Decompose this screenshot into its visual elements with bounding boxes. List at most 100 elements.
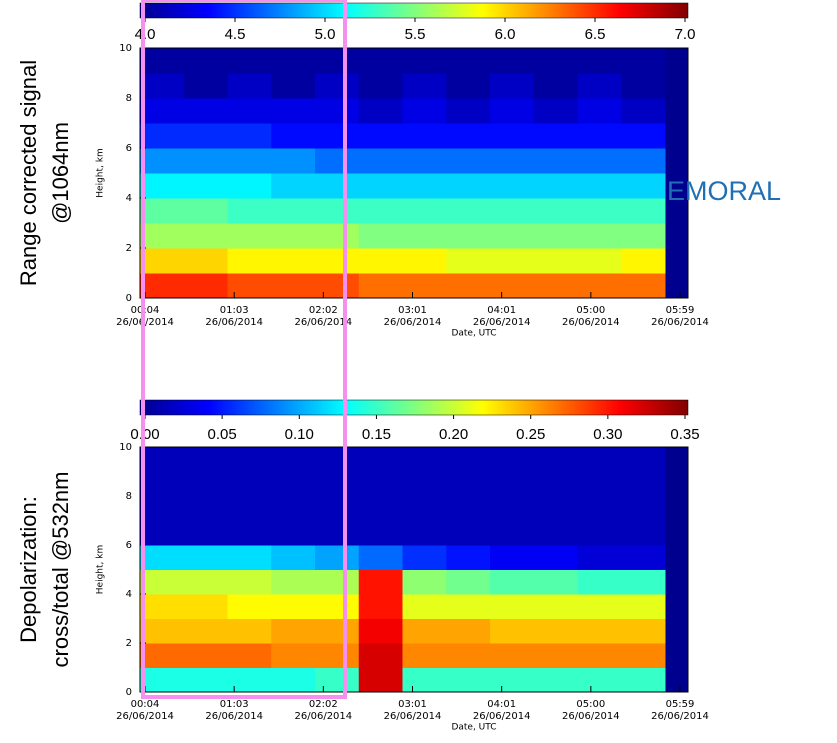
heatmap-cell xyxy=(533,643,578,668)
heatmap-cell xyxy=(577,496,622,521)
heatmap-cell xyxy=(533,520,578,546)
x-tick-label: 05:00 xyxy=(576,305,605,316)
x-tick-label: 26/06/2014 xyxy=(295,317,353,328)
heatmap-cell xyxy=(271,223,316,249)
heatmap-cell xyxy=(490,223,535,249)
heatmap-cell xyxy=(358,123,403,149)
heatmap-cell xyxy=(533,273,578,299)
heatmap-cell xyxy=(183,198,228,224)
heatmap-cell xyxy=(577,520,622,546)
heatmap-cell xyxy=(271,545,316,570)
heatmap-cell xyxy=(577,618,622,644)
heatmap-cell xyxy=(227,98,272,124)
side-label: Depolarization: xyxy=(16,496,41,643)
heatmap-cell xyxy=(490,173,535,199)
heatmap-cell xyxy=(621,148,666,174)
plot-frame xyxy=(139,446,689,693)
heatmap-cell xyxy=(271,148,316,174)
annotation: EMORAL xyxy=(667,176,781,206)
heatmap-cell xyxy=(490,48,535,74)
heatmap-cell xyxy=(315,643,360,668)
heatmap-cell xyxy=(183,520,228,546)
heatmap-cell xyxy=(446,148,491,174)
heatmap-cell xyxy=(446,643,491,668)
colorbar-tick-label: 0.35 xyxy=(670,426,699,443)
heatmap-cell xyxy=(621,569,666,595)
heatmap-cell xyxy=(140,520,185,546)
x-tick-label: 26/06/2014 xyxy=(473,317,531,328)
heatmap-cell xyxy=(315,223,360,249)
heatmap-cell xyxy=(315,667,360,693)
heatmap-cell xyxy=(490,248,535,274)
y-tick-label: 4 xyxy=(126,589,132,600)
heatmap-cell xyxy=(621,594,666,619)
x-tick-label: 00:04 xyxy=(131,699,160,710)
heatmap-cell xyxy=(533,123,578,149)
heatmap-cell xyxy=(183,98,228,124)
heatmap-cell xyxy=(183,248,228,274)
heatmap-cell xyxy=(315,471,360,497)
plot-frame xyxy=(139,47,689,299)
heatmap-cell xyxy=(533,667,578,693)
heatmap-cell xyxy=(533,248,578,274)
heatmap-cell xyxy=(402,48,447,74)
heatmap-cell xyxy=(358,594,403,619)
heatmap-cell xyxy=(358,148,403,174)
heatmap-cell xyxy=(358,496,403,521)
heatmap-cell xyxy=(315,173,360,199)
heatmap-cell xyxy=(140,273,185,299)
x-tick-label: 02:02 xyxy=(309,699,338,710)
colorbar-tick-label: 0.20 xyxy=(439,426,468,443)
heatmap-cell xyxy=(621,643,666,668)
heatmap-cell xyxy=(140,594,185,619)
x-tick-label: 26/06/2014 xyxy=(205,317,263,328)
heatmap-cell xyxy=(183,569,228,595)
heatmap-cell xyxy=(446,496,491,521)
heatmap-cell xyxy=(621,667,666,693)
heatmap-cell xyxy=(271,273,316,299)
heatmap-cell xyxy=(315,496,360,521)
colorbar-tick-label: 6.5 xyxy=(585,26,606,43)
heatmap-cell xyxy=(402,569,447,595)
heatmap-cell xyxy=(140,173,185,199)
heatmap-cell xyxy=(533,148,578,174)
heatmap-cell xyxy=(183,643,228,668)
heatmap-cell xyxy=(490,273,535,299)
y-tick-label: 8 xyxy=(126,93,132,104)
heatmap-cell xyxy=(577,198,622,224)
heatmap-cell xyxy=(140,123,185,149)
heatmap-cell xyxy=(402,520,447,546)
heatmap-cell xyxy=(446,73,491,99)
heatmap-cell xyxy=(621,447,666,472)
heatmap-cell xyxy=(402,594,447,619)
heatmap-cell xyxy=(227,667,272,693)
heatmap-cell xyxy=(490,643,535,668)
heatmap-cell xyxy=(533,496,578,521)
heatmap-cell xyxy=(402,447,447,472)
colorbar xyxy=(139,399,689,416)
heatmap-cell xyxy=(227,198,272,224)
heatmap-cell xyxy=(358,643,403,668)
colorbar-tick-label: 7.0 xyxy=(675,26,696,43)
heatmap-cell xyxy=(183,594,228,619)
heatmap-cell xyxy=(402,198,447,224)
x-tick-label: 03:01 xyxy=(398,699,427,710)
heatmap-cell xyxy=(183,223,228,249)
heatmap-cell xyxy=(446,569,491,595)
y-tick-label: 4 xyxy=(126,193,132,204)
heatmap-cell xyxy=(315,569,360,595)
heatmap-cell xyxy=(577,248,622,274)
heatmap-cell xyxy=(183,148,228,174)
heatmap-cell xyxy=(227,471,272,497)
heatmap-cell xyxy=(271,471,316,497)
heatmap-cell xyxy=(490,471,535,497)
heatmap-cell xyxy=(140,545,185,570)
x-tick-label: 26/06/2014 xyxy=(295,711,353,722)
heatmap-cell xyxy=(577,273,622,299)
heatmap-cell xyxy=(358,223,403,249)
heatmap-cell xyxy=(490,496,535,521)
heatmap-cell xyxy=(621,248,666,274)
heatmap-cell xyxy=(533,545,578,570)
colorbar-tick-label: 4.5 xyxy=(225,26,246,43)
heatmap-cell xyxy=(271,123,316,149)
